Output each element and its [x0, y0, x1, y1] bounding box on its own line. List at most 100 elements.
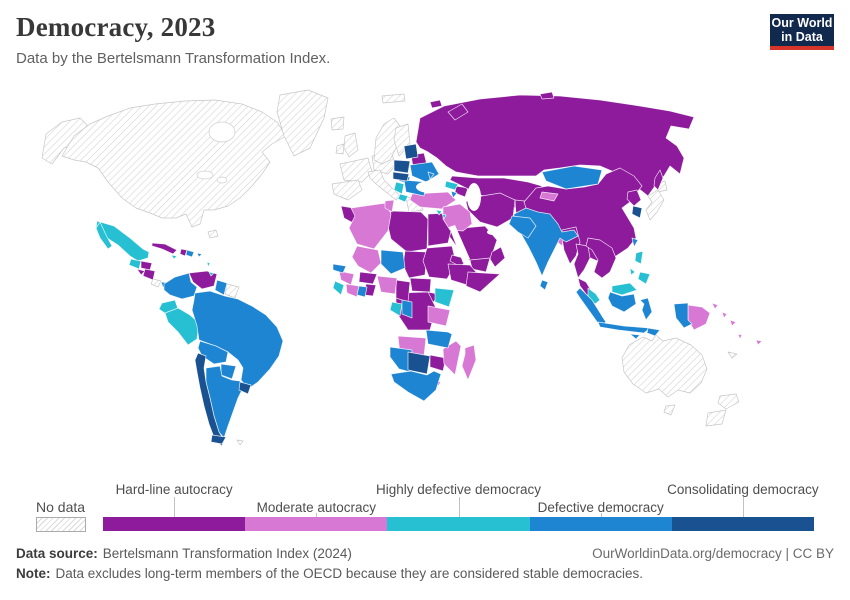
region-canada-usa[interactable] [61, 99, 287, 228]
region-peru[interactable] [164, 307, 200, 346]
region-brazil[interactable] [191, 290, 284, 390]
region-burkina-faso[interactable] [358, 271, 378, 285]
region-lesser-antilles[interactable] [206, 261, 211, 268]
region-italy[interactable] [367, 169, 401, 201]
region-vanuatu[interactable] [737, 333, 743, 340]
region-kyrgyzstan[interactable] [539, 191, 559, 202]
region-syria-iraq-jordan[interactable] [442, 203, 473, 232]
attribution[interactable]: OurWorldinData.org/democracy | CC BY [592, 546, 834, 561]
region-nigeria[interactable] [376, 275, 398, 295]
legend-segment-defective-democracy[interactable] [529, 517, 672, 531]
region-france[interactable] [339, 157, 373, 183]
region-suriname-french-guiana[interactable] [224, 283, 240, 299]
region-philippines-mindanao[interactable] [637, 271, 651, 285]
region-australia[interactable] [621, 334, 708, 398]
region-java[interactable] [597, 321, 651, 334]
region-novaya-zemlya[interactable] [447, 103, 469, 121]
region-venezuela[interactable] [188, 270, 218, 290]
region-west-papua[interactable] [673, 302, 693, 329]
region-chad[interactable] [402, 250, 428, 279]
region-south-africa[interactable] [390, 370, 442, 402]
region-new-zealand-south[interactable] [705, 409, 727, 427]
region-pakistan[interactable] [508, 215, 537, 239]
region-kalimantan[interactable] [607, 291, 637, 313]
region-papua-new-guinea[interactable] [687, 304, 711, 331]
region-sri-lanka[interactable] [539, 279, 549, 291]
region-greenland[interactable] [276, 89, 329, 157]
region-algeria[interactable] [348, 202, 392, 250]
region-uk[interactable] [343, 132, 359, 158]
region-jamaica[interactable] [170, 254, 178, 260]
region-baltics[interactable] [403, 143, 419, 160]
region-fiji[interactable] [755, 339, 763, 346]
region-cyprus[interactable] [435, 209, 443, 216]
region-tasmania[interactable] [663, 404, 676, 416]
region-mongolia[interactable] [541, 165, 603, 190]
region-philippines-luzon[interactable] [634, 250, 644, 265]
region-japan-honshu[interactable] [645, 189, 665, 221]
region-puerto-rico[interactable] [196, 252, 203, 258]
region-colombia[interactable] [163, 272, 198, 300]
region-cameroon[interactable] [395, 279, 411, 303]
region-tunisia[interactable] [384, 199, 395, 213]
region-cote-divoire[interactable] [345, 283, 360, 298]
region-costa-rica[interactable] [150, 278, 162, 288]
region-cuba[interactable] [151, 242, 178, 255]
region-nicaragua[interactable] [142, 268, 156, 281]
region-tierra-del-fuego[interactable] [210, 434, 227, 445]
region-laos-vietnam-cambodia[interactable] [585, 237, 617, 279]
region-armenia[interactable] [450, 190, 458, 199]
region-arctic-island-1[interactable] [429, 99, 443, 109]
legend-segment-moderate-autocracy[interactable] [245, 517, 388, 531]
legend-segment-hard-line-autocracy[interactable] [103, 517, 246, 531]
region-sakhalin[interactable] [653, 169, 664, 191]
region-poland[interactable] [393, 159, 411, 174]
region-new-caledonia[interactable] [727, 351, 738, 359]
region-congo[interactable] [401, 299, 413, 319]
region-lesser-sunda[interactable] [629, 333, 641, 340]
region-timor-leste[interactable] [646, 327, 661, 337]
region-baja-california[interactable] [95, 221, 113, 250]
region-ghana[interactable] [356, 285, 368, 298]
region-somalia[interactable] [465, 271, 501, 293]
region-niger[interactable] [380, 249, 406, 275]
region-gabon[interactable] [389, 301, 403, 317]
region-czechia-slovakia[interactable] [392, 171, 410, 182]
region-iberia[interactable] [331, 179, 363, 201]
region-sulawesi[interactable] [639, 297, 653, 321]
region-falkland-islands[interactable] [236, 439, 244, 446]
region-bahamas[interactable] [207, 229, 219, 239]
region-solomon-islands[interactable] [729, 319, 737, 327]
region-zimbabwe[interactable] [429, 354, 447, 372]
region-libya[interactable] [386, 210, 429, 253]
region-bosnia-serbia[interactable] [393, 181, 405, 195]
region-chile[interactable] [194, 352, 225, 447]
region-mali[interactable] [351, 245, 382, 274]
region-taiwan[interactable] [631, 237, 639, 248]
region-malaysia-borneo[interactable] [611, 282, 638, 296]
region-turkey[interactable] [409, 191, 457, 210]
region-guatemala[interactable] [128, 258, 142, 270]
region-iceland[interactable] [330, 116, 345, 131]
region-sudan[interactable] [422, 245, 457, 280]
region-tanzania[interactable] [427, 305, 451, 327]
region-botswana[interactable] [407, 351, 431, 375]
region-philippines-palawan[interactable] [629, 267, 636, 276]
region-albania-macedonia[interactable] [397, 193, 409, 203]
region-georgia[interactable] [444, 180, 459, 191]
region-guinea[interactable] [338, 270, 355, 286]
region-moldova[interactable] [427, 171, 435, 180]
no-data-swatch[interactable] [36, 517, 86, 532]
region-senegal[interactable] [332, 263, 347, 274]
region-malaysia-peninsula[interactable] [587, 287, 601, 305]
region-mozambique[interactable] [442, 340, 462, 376]
region-guyana[interactable] [214, 279, 228, 296]
region-dominican-republic[interactable] [185, 249, 195, 258]
region-ukraine[interactable] [409, 161, 440, 183]
region-svalbard[interactable] [381, 93, 406, 104]
region-oman[interactable] [489, 246, 506, 268]
region-new-zealand-north[interactable] [717, 393, 740, 410]
region-thailand[interactable] [573, 243, 591, 279]
legend-segment-highly-defective-democracy[interactable] [387, 517, 530, 531]
region-png-island-1[interactable] [711, 302, 719, 310]
